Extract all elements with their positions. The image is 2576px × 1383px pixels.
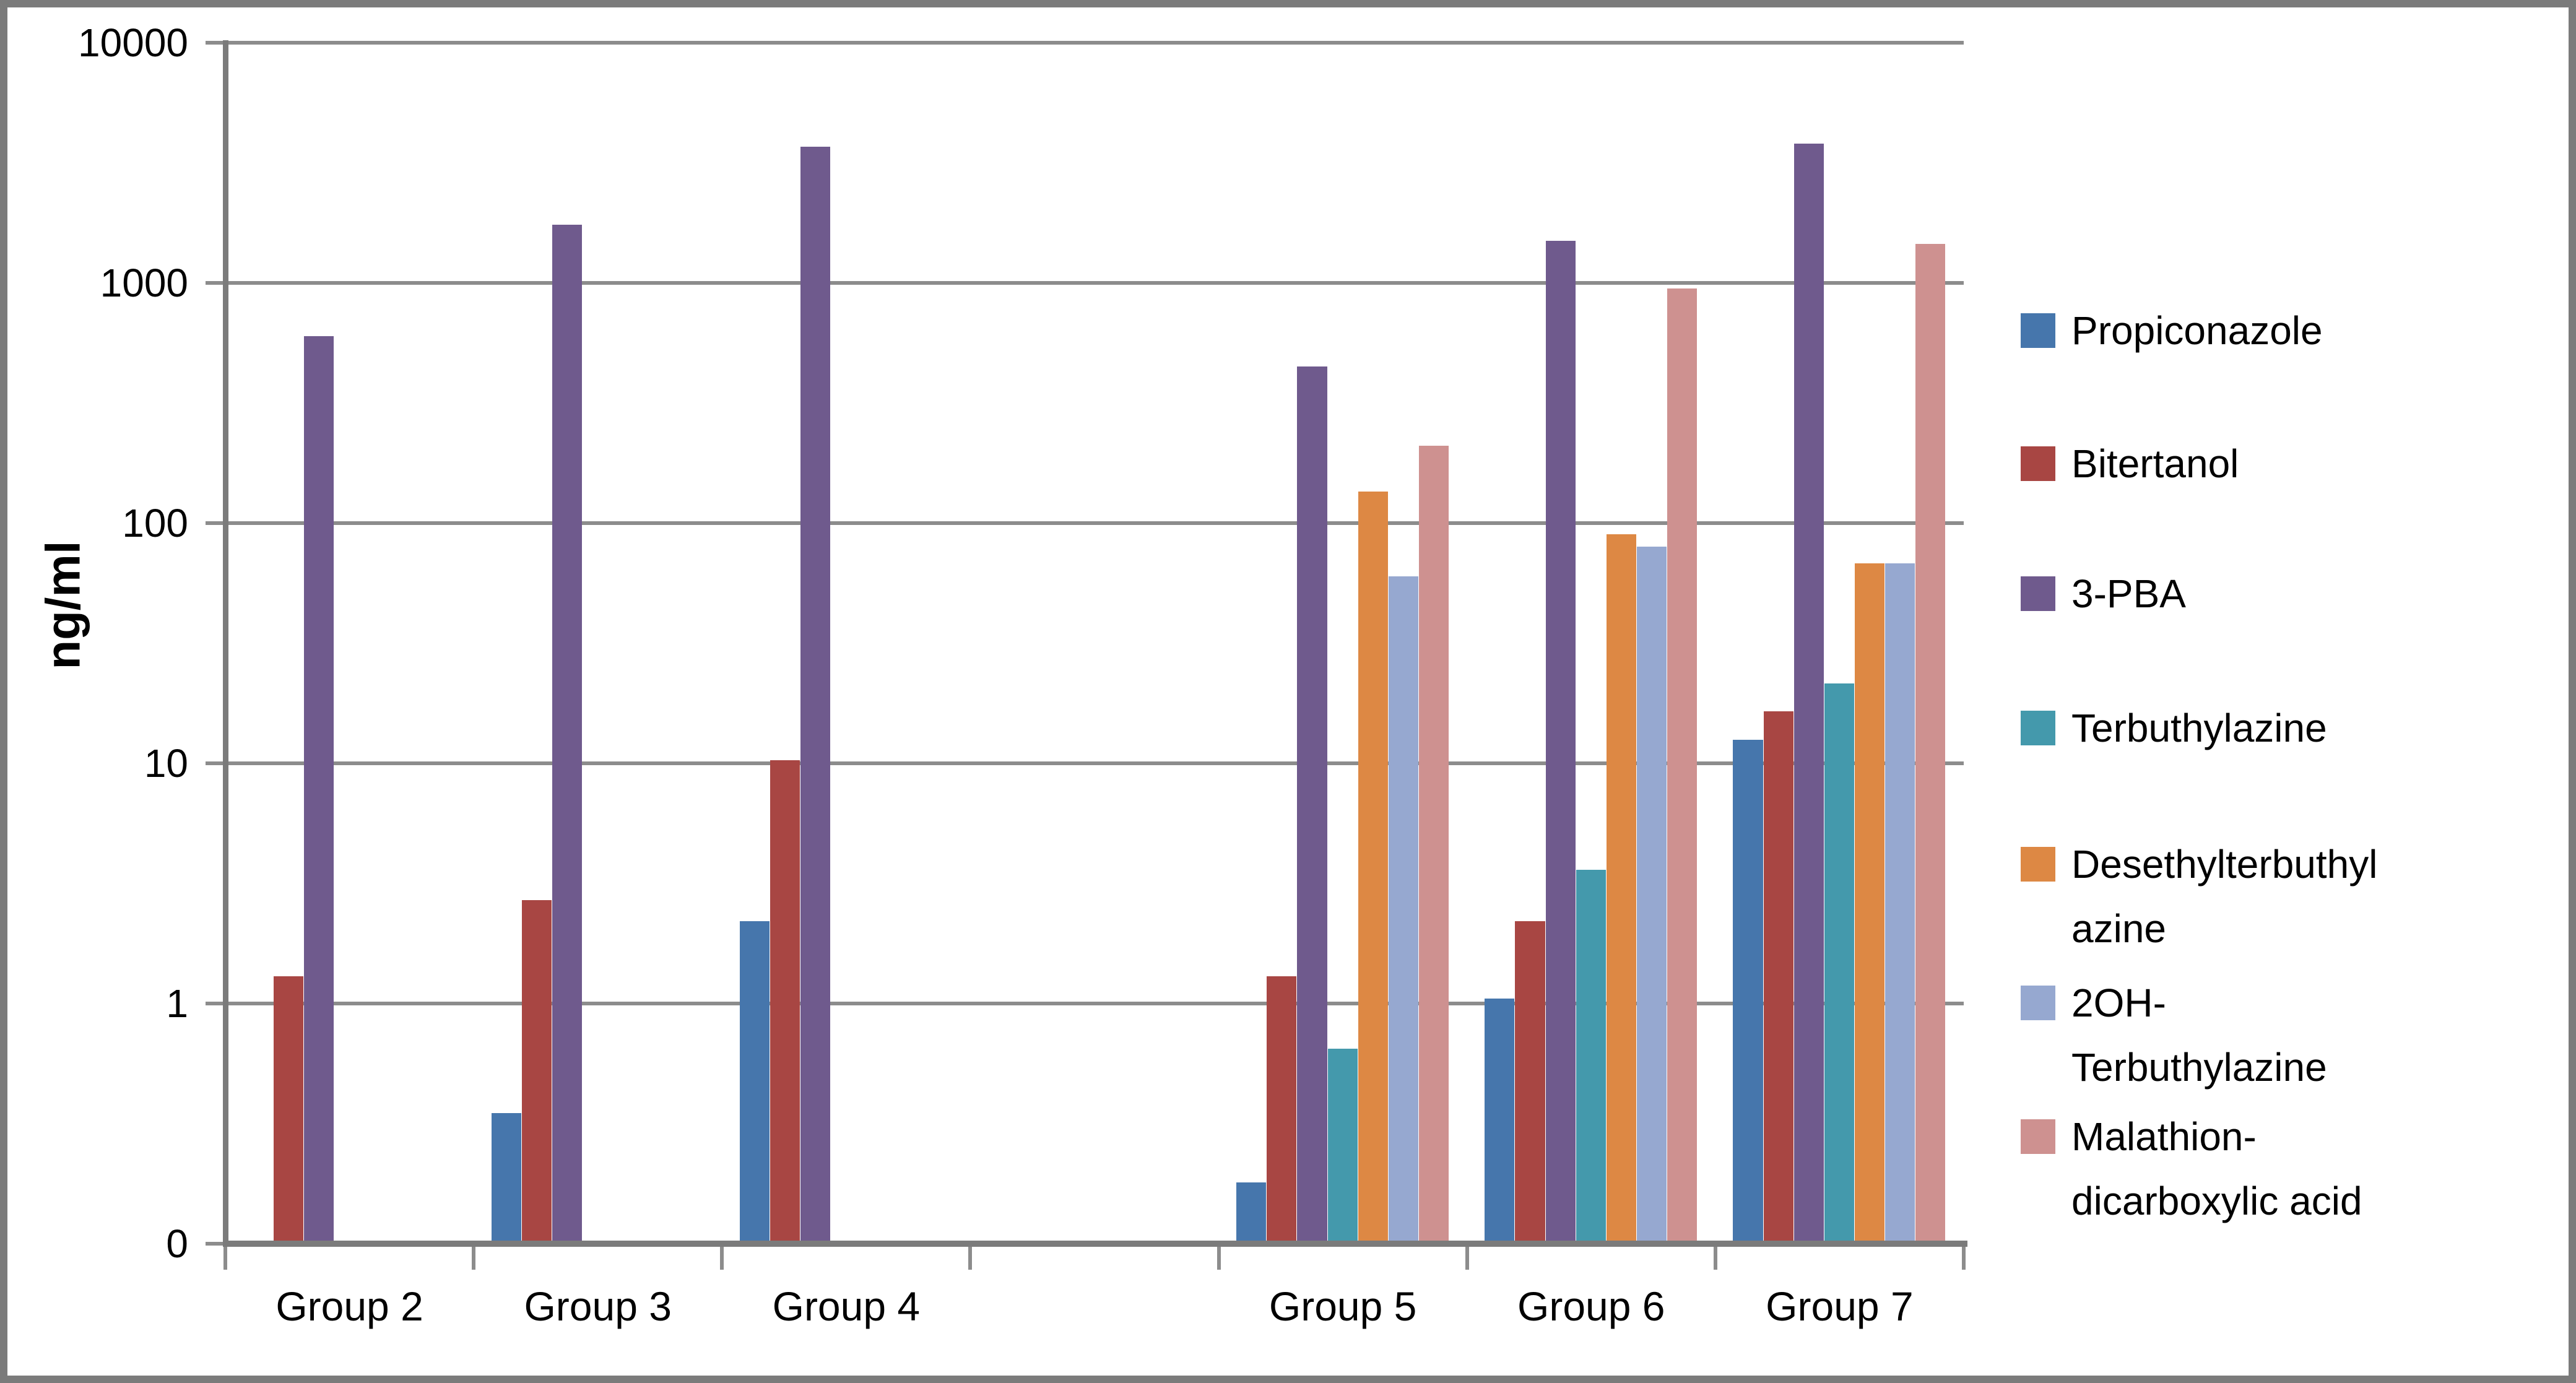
legend-swatch: [2021, 847, 2055, 882]
x-category-label: Group 2: [275, 1283, 423, 1329]
legend-label: 3-PBA: [2071, 561, 2186, 626]
x-axis-tick: [223, 1244, 227, 1270]
legend-item: 3-PBA: [2021, 561, 2565, 626]
legend-item: Bitertanol: [2021, 431, 2565, 496]
legend-label: Malathion-dicarboxylic acid: [2071, 1104, 2362, 1233]
legend-swatch: [2021, 711, 2055, 745]
y-axis-tick: [206, 761, 236, 765]
bar-2oh-terbuthylazine: [1388, 576, 1418, 1244]
y-tick-label: 0: [166, 1221, 188, 1266]
legend-item: Propiconazole: [2021, 298, 2565, 363]
x-axis-tick: [1962, 1244, 1966, 1270]
bar-malathion-dicarboxylic-acid: [1418, 445, 1449, 1244]
legend-label-line: dicarboxylic acid: [2071, 1179, 2362, 1223]
legend-item: Malathion-dicarboxylic acid: [2021, 1104, 2565, 1233]
bar-propiconazole: [1236, 1182, 1267, 1244]
y-axis-tick: [206, 41, 236, 45]
bar-terbuthylazine: [1327, 1048, 1358, 1244]
bar-propiconazole: [739, 921, 770, 1244]
x-axis-tick: [1216, 1244, 1221, 1270]
bar-bitertanol: [521, 900, 552, 1244]
x-category-label: Group 3: [524, 1283, 672, 1329]
legend-label: Bitertanol: [2071, 431, 2239, 496]
legend-item: 2OH- Terbuthylazine: [2021, 971, 2565, 1099]
legend-item: Desethylterbuthyl azine: [2021, 832, 2565, 961]
bar-bitertanol: [1763, 711, 1793, 1244]
legend-label: 2OH- Terbuthylazine: [2071, 971, 2327, 1099]
x-axis-tick: [1465, 1244, 1469, 1270]
gridline: [225, 281, 1964, 285]
y-axis-tick: [206, 1242, 236, 1246]
legend-label-line: azine: [2071, 906, 2166, 951]
legend-label-line: 2OH-: [2071, 981, 2166, 1025]
gridline: [225, 521, 1964, 525]
legend-swatch: [2021, 313, 2055, 348]
x-category-label: Group 5: [1268, 1283, 1417, 1329]
y-axis-tick: [206, 521, 236, 525]
x-category-label: Group 7: [1766, 1283, 1914, 1329]
bar-bitertanol: [770, 760, 800, 1244]
gridline: [225, 41, 1964, 45]
bar-desethylterbuthylazine: [1358, 492, 1388, 1244]
legend-label: Desethylterbuthyl azine: [2071, 832, 2377, 961]
bar-3-pba: [1545, 240, 1576, 1244]
bar-3-pba: [303, 336, 334, 1244]
y-axis-tick: [206, 281, 236, 285]
bar-bitertanol: [273, 976, 303, 1244]
x-axis-tick: [720, 1244, 724, 1270]
gridline: [225, 761, 1964, 765]
y-tick-label: 1: [166, 981, 188, 1026]
legend-label-line: Desethylterbuthyl: [2071, 842, 2378, 887]
legend-swatch: [2021, 1119, 2055, 1154]
y-axis-tick: [206, 1002, 236, 1005]
x-category-label: Group 4: [772, 1283, 921, 1329]
x-axis-tick: [472, 1244, 476, 1270]
bar-bitertanol: [1267, 976, 1297, 1244]
bar-desethylterbuthylazine: [1606, 534, 1636, 1244]
bar-terbuthylazine: [1824, 683, 1854, 1244]
x-axis-tick: [968, 1244, 973, 1270]
bar-propiconazole: [1485, 998, 1515, 1244]
y-tick-label: 1000: [100, 261, 188, 305]
legend-label-line: Bitertanol: [2071, 441, 2239, 486]
bar-desethylterbuthylazine: [1854, 563, 1885, 1244]
bar-terbuthylazine: [1576, 870, 1606, 1244]
bar-malathion-dicarboxylic-acid: [1915, 244, 1946, 1244]
legend-label-line: 3-PBA: [2071, 571, 2186, 616]
y-tick-label: 10: [144, 741, 188, 786]
legend-swatch: [2021, 446, 2055, 481]
y-tick-label: 100: [122, 501, 188, 545]
bar-3-pba: [552, 224, 583, 1244]
x-axis-baseline: [223, 1241, 1967, 1247]
legend-label-line: Terbuthylazine: [2071, 1045, 2327, 1090]
legend-label-line: Propiconazole: [2071, 308, 2323, 353]
bar-propiconazole: [1733, 740, 1763, 1244]
bar-3-pba: [800, 146, 831, 1244]
bar-3-pba: [1297, 366, 1327, 1244]
legend-label-line: Malathion-: [2071, 1114, 2257, 1159]
legend-swatch: [2021, 986, 2055, 1020]
legend-label-line: Terbuthylazine: [2071, 706, 2327, 750]
bar-2oh-terbuthylazine: [1636, 546, 1667, 1244]
legend-swatch: [2021, 576, 2055, 611]
bar-3-pba: [1793, 144, 1824, 1244]
y-axis-line: [223, 40, 228, 1246]
gridline: [225, 1002, 1964, 1005]
bar-2oh-terbuthylazine: [1885, 563, 1915, 1244]
bar-bitertanol: [1515, 921, 1545, 1244]
legend-item: Terbuthylazine: [2021, 696, 2565, 760]
legend-label: Terbuthylazine: [2071, 696, 2327, 760]
legend-label: Propiconazole: [2071, 298, 2323, 363]
y-tick-label: 10000: [78, 20, 188, 65]
bar-propiconazole: [491, 1112, 521, 1244]
bar-malathion-dicarboxylic-acid: [1667, 288, 1698, 1244]
x-axis-tick: [1713, 1244, 1717, 1270]
x-category-label: Group 6: [1517, 1283, 1665, 1329]
